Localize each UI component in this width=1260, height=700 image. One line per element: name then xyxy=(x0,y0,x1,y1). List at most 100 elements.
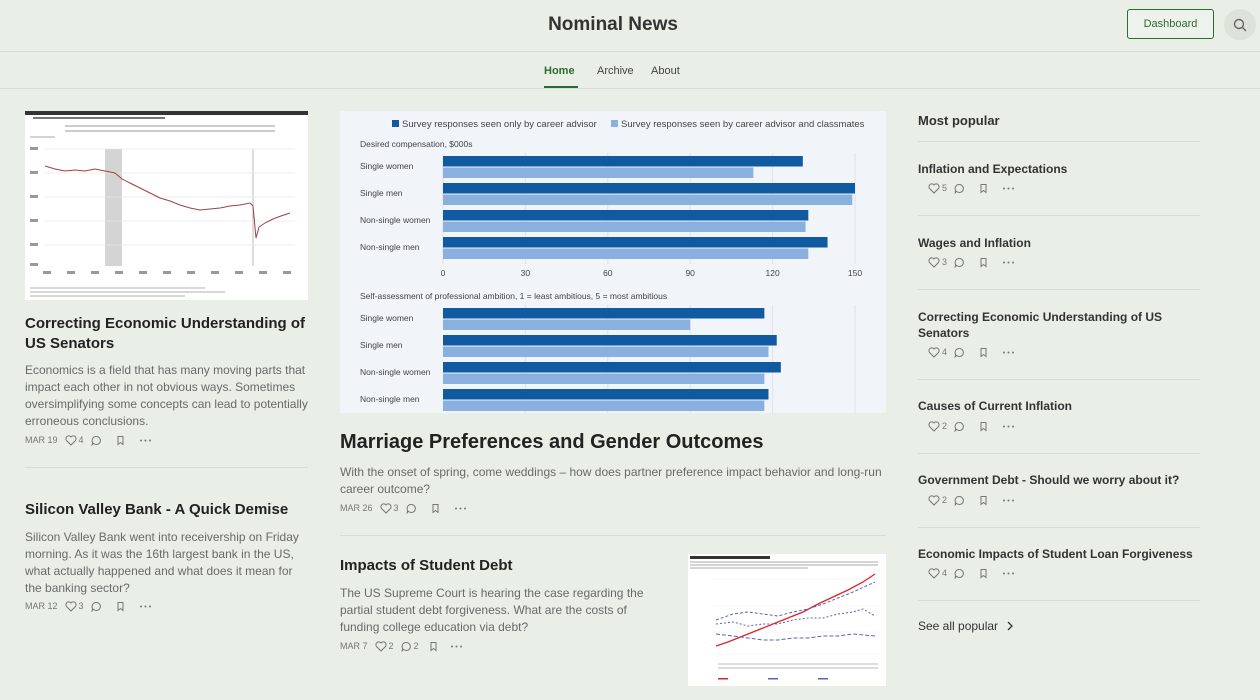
comment-icon[interactable] xyxy=(91,601,102,612)
more-icon[interactable] xyxy=(1002,568,1015,579)
comment-icon[interactable] xyxy=(954,347,965,358)
most-popular-heading: Most popular xyxy=(918,113,1000,128)
nav-bar: Home Archive About xyxy=(0,52,1260,89)
bar xyxy=(443,308,765,319)
more-icon[interactable] xyxy=(1002,495,1015,506)
like-count: 2 xyxy=(942,421,948,431)
comment-count: 2 xyxy=(413,641,419,651)
like-count: 2 xyxy=(942,495,948,505)
popular-item-meta: 3 xyxy=(928,256,1015,268)
category-label: Single men xyxy=(360,340,403,350)
bar xyxy=(443,319,691,330)
heart-icon xyxy=(928,256,940,268)
site-header: Nominal News Dashboard xyxy=(0,0,1260,52)
comment-icon[interactable] xyxy=(954,421,965,432)
bookmark-icon[interactable] xyxy=(115,435,126,446)
post-thumbnail-debt-chart[interactable] xyxy=(688,554,886,686)
like-button[interactable]: 4 xyxy=(928,346,947,358)
tab-about[interactable]: About xyxy=(651,65,680,77)
like-button[interactable]: 2 xyxy=(928,494,948,506)
legend-label-classmates: Survey responses seen by career advisor … xyxy=(621,119,865,130)
bar xyxy=(443,248,809,259)
chevron-right-icon xyxy=(1007,621,1013,631)
like-button[interactable]: 3 xyxy=(928,256,947,268)
more-icon[interactable] xyxy=(1002,347,1015,358)
heart-icon xyxy=(928,567,940,579)
popular-item-title[interactable]: Government Debt - Should we worry about … xyxy=(918,473,1180,487)
post-meta: MAR 7 2 2 xyxy=(340,640,463,652)
tab-home[interactable]: Home xyxy=(544,65,575,77)
comment-icon[interactable] xyxy=(91,435,102,446)
bar xyxy=(443,167,754,178)
bookmark-icon[interactable] xyxy=(978,257,989,268)
more-icon[interactable] xyxy=(139,601,152,612)
more-icon[interactable] xyxy=(450,641,463,652)
like-button[interactable]: 4 xyxy=(928,567,947,579)
legend-label-advisor: Survey responses seen only by career adv… xyxy=(402,119,597,130)
like-button[interactable]: 2 xyxy=(928,420,948,432)
bookmark-icon[interactable] xyxy=(428,641,439,652)
bar xyxy=(443,362,781,373)
post-description: The US Supreme Court is hearing the case… xyxy=(340,586,644,634)
bookmark-icon[interactable] xyxy=(978,495,989,506)
chart-2-title: Self-assessment of professional ambition… xyxy=(360,291,667,301)
more-icon[interactable] xyxy=(1002,257,1015,268)
like-button[interactable]: 5 xyxy=(928,182,947,194)
popular-item-title[interactable]: Economic Impacts of Student Loan Forgive… xyxy=(918,547,1193,561)
comment-icon[interactable] xyxy=(954,183,965,194)
bar xyxy=(443,221,806,232)
bar xyxy=(443,237,828,248)
post-thumbnail-line-chart[interactable] xyxy=(25,111,308,300)
bookmark-icon[interactable] xyxy=(978,347,989,358)
bookmark-icon[interactable] xyxy=(115,601,126,612)
divider xyxy=(918,453,1200,454)
like-button[interactable]: 2 xyxy=(374,640,394,652)
more-icon[interactable] xyxy=(1002,421,1015,432)
featured-title[interactable]: Marriage Preferences and Gender Outcomes xyxy=(340,431,764,453)
more-icon[interactable] xyxy=(139,435,152,446)
divider xyxy=(340,535,886,536)
search-button[interactable] xyxy=(1224,9,1256,40)
popular-item-title[interactable]: Correcting Economic Understanding of US … xyxy=(918,310,1163,340)
dashboard-button[interactable]: Dashboard xyxy=(1127,9,1214,39)
featured-bar-chart[interactable]: Survey responses seen only by career adv… xyxy=(340,111,886,413)
bar xyxy=(443,400,765,411)
legend-swatch-classmates xyxy=(611,120,618,127)
post-title[interactable]: Impacts of Student Debt xyxy=(340,557,513,574)
post-meta: MAR 19 4 xyxy=(25,434,152,446)
comment-icon[interactable] xyxy=(954,257,965,268)
site-title[interactable]: Nominal News xyxy=(548,14,678,35)
more-icon[interactable] xyxy=(454,503,467,514)
comment-icon[interactable] xyxy=(406,503,417,514)
search-icon xyxy=(1233,18,1247,31)
category-label: Non-single women xyxy=(360,215,431,225)
popular-item-title[interactable]: Wages and Inflation xyxy=(918,236,1031,250)
bookmark-icon[interactable] xyxy=(978,421,989,432)
bookmark-icon[interactable] xyxy=(978,183,989,194)
popular-item-meta: 4 xyxy=(928,346,1015,358)
divider xyxy=(918,379,1200,380)
bar xyxy=(443,210,809,221)
bookmark-icon[interactable] xyxy=(430,503,441,514)
tab-archive[interactable]: Archive xyxy=(597,65,634,77)
popular-item-title[interactable]: Inflation and Expectations xyxy=(918,162,1068,176)
see-all-popular-link[interactable]: See all popular xyxy=(918,619,1014,633)
bar xyxy=(443,373,765,384)
like-button[interactable]: 4 xyxy=(64,434,84,446)
like-button[interactable]: 3 xyxy=(64,600,84,612)
more-icon[interactable] xyxy=(1002,183,1015,194)
popular-item-title[interactable]: Causes of Current Inflation xyxy=(918,399,1073,413)
bar xyxy=(443,346,769,357)
comment-icon[interactable] xyxy=(954,495,965,506)
bookmark-icon[interactable] xyxy=(978,568,989,579)
comment-button[interactable]: 2 xyxy=(401,641,419,652)
like-count: 4 xyxy=(78,435,84,445)
like-button[interactable]: 3 xyxy=(379,502,399,514)
comment-icon[interactable] xyxy=(954,568,965,579)
category-label: Single women xyxy=(360,161,414,171)
heart-icon xyxy=(379,502,392,514)
post-title[interactable]: Silicon Valley Bank - A Quick Demise xyxy=(25,501,289,518)
post-title[interactable]: Correcting Economic Understanding of US … xyxy=(25,315,306,352)
post-meta: MAR 12 3 xyxy=(25,600,152,612)
post-date: MAR 7 xyxy=(340,641,368,651)
